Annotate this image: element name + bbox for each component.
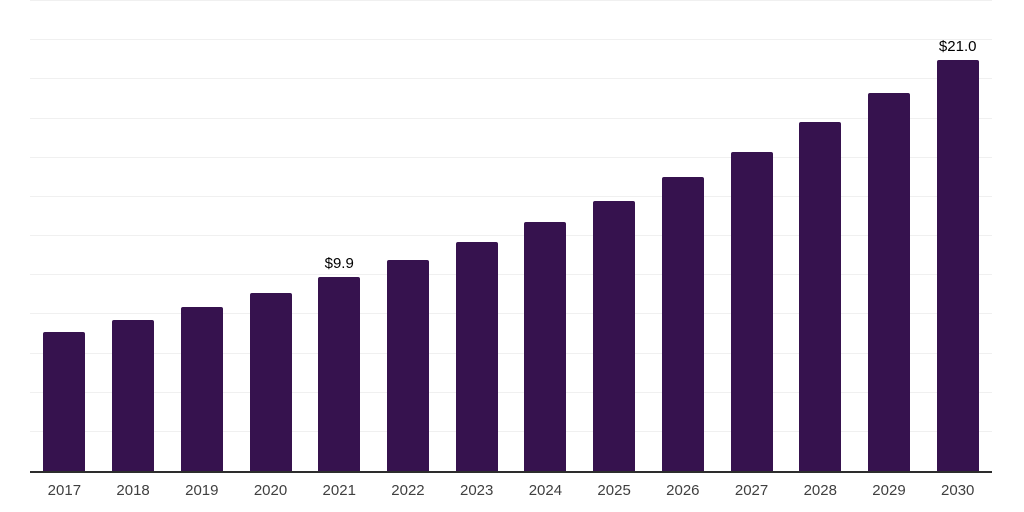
gridline — [30, 430, 992, 432]
x-axis-labels: 2017 2018 2019 2020 2021 2022 2023 2024 2025 2026… — [30, 481, 992, 501]
gridlines — [30, 0, 992, 471]
bar — [112, 320, 155, 471]
bar — [386, 259, 429, 471]
gridline — [30, 391, 992, 393]
gridline — [30, 117, 992, 119]
bar — [455, 241, 498, 471]
bar — [180, 306, 223, 471]
gridline — [30, 274, 992, 276]
x-tick-label: 2017 — [47, 482, 82, 499]
x-tick-label: 2025 — [597, 482, 631, 499]
bar-slot — [786, 1, 855, 471]
gridline — [30, 78, 992, 80]
gridline — [30, 352, 992, 354]
x-tick-label: 2022 — [391, 482, 425, 499]
x-tick-label: 2021 — [322, 482, 356, 499]
bar-slot — [30, 1, 99, 471]
bar — [524, 222, 567, 471]
x-tick-label: 2024 — [528, 482, 563, 499]
bar — [593, 200, 636, 471]
bar — [318, 277, 361, 471]
bar — [936, 59, 979, 471]
x-tick-label: 2026 — [666, 482, 700, 499]
bar — [799, 122, 842, 471]
bars-row: $9.9 $21.0 — [30, 1, 992, 471]
bar-slot — [580, 1, 649, 471]
x-tick-label: 2019 — [185, 482, 219, 499]
x-tick-label: 2020 — [253, 482, 288, 499]
x-tick-label: 2028 — [803, 482, 837, 499]
bar-slot — [99, 1, 168, 471]
bar-slot — [442, 1, 511, 471]
bar — [730, 151, 773, 471]
gridline — [30, 313, 992, 315]
bar — [43, 331, 86, 471]
bar-slot — [167, 1, 236, 471]
x-tick-label: 2023 — [459, 482, 494, 499]
gridline — [30, 235, 992, 236]
gridline — [30, 39, 992, 41]
plot-area: $9.9 $21.0 — [30, 0, 992, 473]
x-tick-label: 2018 — [116, 482, 150, 499]
bar-slot — [511, 1, 580, 471]
bar-value-label: $21.0 — [938, 37, 977, 55]
bar-slot — [374, 1, 443, 471]
gridline — [30, 156, 992, 158]
bar-slot: $21.0 — [923, 1, 992, 471]
bar-slot — [717, 1, 786, 471]
gridline — [30, 195, 992, 197]
bar — [661, 177, 704, 471]
bar-slot — [236, 1, 305, 471]
bar-slot — [648, 1, 717, 471]
bar-value-label: $9.9 — [324, 255, 354, 273]
bar-slot: $9.9 — [305, 1, 374, 471]
x-tick-label: 2029 — [872, 482, 906, 499]
bar — [249, 292, 292, 471]
x-tick-label: 2030 — [941, 482, 975, 499]
x-tick-label: 2027 — [734, 482, 769, 499]
bar — [867, 93, 910, 471]
bar-slot — [855, 1, 924, 471]
gridline — [30, 0, 992, 1]
